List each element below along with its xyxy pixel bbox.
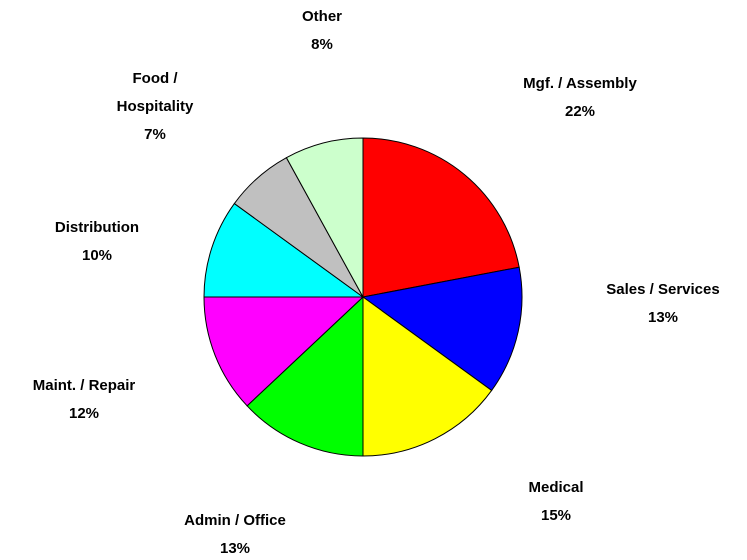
slice-label: Distribution 10% [55, 214, 139, 270]
value-label: 8% [311, 36, 333, 53]
slice-label: Medical 15% [528, 474, 583, 530]
slice-label: Other 8% [302, 3, 342, 59]
pie-slice [285, 137, 364, 298]
slice-label: Admin / Office 13% [184, 507, 286, 560]
value-label: 10% [81, 247, 113, 264]
slice-label: Mgf. / Assembly 22% [523, 70, 637, 126]
value-label: 7% [144, 126, 166, 143]
value-label: 22% [564, 103, 596, 120]
slice-label: Food / Hospitality 7% [100, 65, 210, 149]
pie-slice [246, 295, 364, 457]
category-label: Admin / Office [184, 512, 286, 529]
value-label: 13% [219, 540, 251, 557]
slice-label: Sales / Services 13% [606, 276, 719, 332]
value-label: 15% [540, 507, 572, 524]
slice-label: Maint. / Repair 12% [33, 372, 136, 428]
value-label: 12% [68, 405, 100, 422]
pie-slice [203, 296, 365, 407]
pie-slice [361, 266, 523, 392]
category-label: Sales / Services [606, 281, 720, 298]
category-label: Mgf. / Assembly [523, 75, 637, 92]
value-label: 13% [647, 309, 679, 326]
pie-slice [203, 202, 365, 298]
category-label: Maint. / Repair [32, 377, 136, 394]
pie-slice [362, 137, 520, 298]
category-label: Medical [528, 479, 584, 496]
category-label: Other [301, 8, 343, 25]
category-label: Distribution [54, 219, 140, 236]
pie-slice [362, 296, 493, 457]
category-label: Food / Hospitality [116, 70, 194, 115]
